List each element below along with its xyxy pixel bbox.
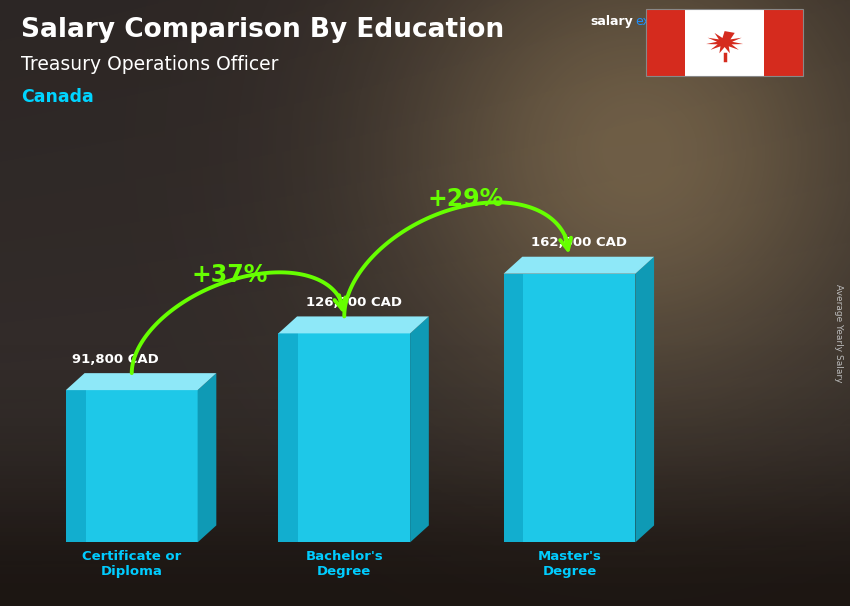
Text: Average Yearly Salary: Average Yearly Salary	[834, 284, 843, 382]
Polygon shape	[503, 274, 635, 542]
Text: 91,800 CAD: 91,800 CAD	[72, 353, 159, 366]
Polygon shape	[278, 333, 410, 542]
Text: +37%: +37%	[191, 263, 268, 287]
Polygon shape	[503, 274, 524, 542]
Polygon shape	[197, 373, 216, 542]
Polygon shape	[66, 373, 216, 390]
Polygon shape	[635, 257, 655, 542]
Text: Treasury Operations Officer: Treasury Operations Officer	[21, 55, 279, 73]
Bar	[646, 9, 803, 76]
Text: 162,000 CAD: 162,000 CAD	[531, 236, 626, 250]
Bar	[646, 9, 685, 76]
Polygon shape	[278, 333, 298, 542]
Polygon shape	[66, 390, 197, 542]
Text: Bachelor's
Degree: Bachelor's Degree	[305, 550, 383, 578]
Bar	[764, 9, 803, 76]
Polygon shape	[503, 257, 654, 274]
Text: +29%: +29%	[428, 187, 503, 211]
Bar	[685, 9, 764, 76]
Text: salary: salary	[591, 15, 633, 28]
Polygon shape	[706, 31, 743, 53]
Text: 126,000 CAD: 126,000 CAD	[306, 296, 401, 309]
Text: Certificate or
Diploma: Certificate or Diploma	[82, 550, 181, 578]
Text: Salary Comparison By Education: Salary Comparison By Education	[21, 17, 504, 43]
Polygon shape	[410, 316, 428, 542]
Polygon shape	[66, 390, 86, 542]
Text: Master's
Degree: Master's Degree	[537, 550, 602, 578]
Text: explorer.com: explorer.com	[635, 15, 717, 28]
Text: Canada: Canada	[21, 88, 94, 106]
Polygon shape	[278, 316, 428, 333]
